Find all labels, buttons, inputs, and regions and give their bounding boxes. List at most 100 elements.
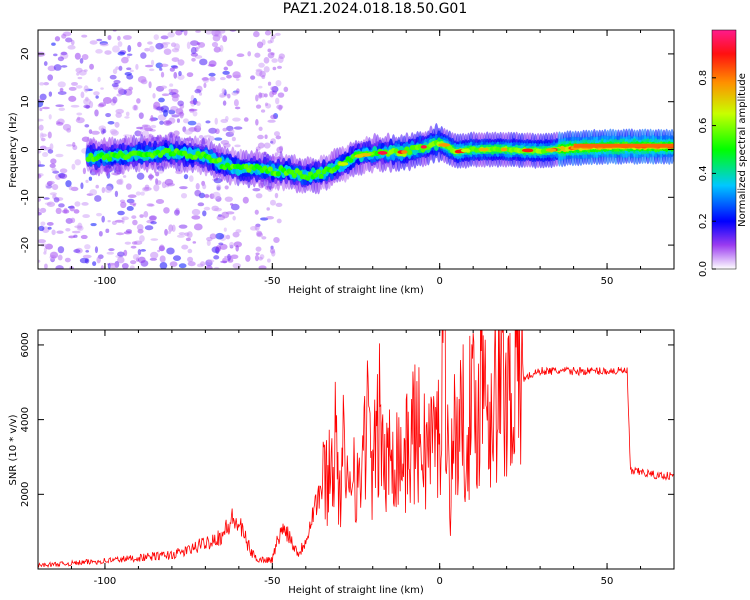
- spectrogram-noise-blob: [232, 117, 241, 122]
- spectrogram-noise-blob: [68, 95, 77, 102]
- spectrogram-noise-blob: [51, 167, 57, 172]
- spectrogram-noise-blob: [226, 59, 234, 67]
- spectrogram-noise-blob: [234, 144, 241, 148]
- spectrogram-noise-blob: [266, 207, 270, 211]
- snr-panel: -100 -50 0 50 2000 4000 6000 Height of straigh…: [8, 329, 675, 596]
- spectrogram-noise-blob: [57, 91, 67, 95]
- spectrogram-noise-blob: [272, 66, 277, 71]
- spectrogram-noise-blob: [156, 106, 164, 111]
- spectrogram-noise-blob: [156, 180, 162, 186]
- spectrogram-noise-blob: [258, 256, 263, 261]
- spectrogram-noise-blob: [222, 100, 227, 106]
- spectrogram-noise-blob: [82, 214, 90, 219]
- spectrogram-noise-blob: [129, 265, 135, 269]
- spectrogram-ridge-cell: [216, 157, 223, 163]
- spectrogram-noise-blob: [213, 46, 221, 53]
- spectrogram-noise-blob: [73, 249, 81, 254]
- spectrogram-noise-blob: [254, 223, 260, 231]
- spectrogram-noise-blob: [80, 182, 84, 190]
- spectrogram-noise-blob: [107, 219, 111, 223]
- spectrogram-noise-blob: [57, 246, 65, 254]
- spectrogram-noise-blob: [43, 197, 50, 200]
- spectrogram-noise-blob: [126, 206, 134, 211]
- spectrogram-noise-blob: [177, 59, 185, 66]
- spectrogram-noise-blob: [192, 110, 198, 117]
- spectrogram-noise-blob: [39, 107, 43, 112]
- spectrogram-noise-blob: [176, 118, 180, 123]
- snr-y-label: SNR (10 * v/v): [8, 414, 19, 485]
- spectrogram-noise-blob: [227, 253, 231, 262]
- spectrogram-noise-blob: [58, 107, 66, 111]
- spectrogram-noise-blob: [209, 76, 216, 82]
- spectrogram-noise-blob: [49, 192, 58, 196]
- snr-x-tick-label: -50: [264, 576, 280, 587]
- spectrogram-noise-blob: [102, 97, 112, 104]
- spectrogram-noise-blob: [75, 85, 83, 89]
- colorbar-label: Normalized spectral amplitude: [737, 73, 748, 227]
- spectrogram-noise-blob: [108, 248, 115, 252]
- spectrogram-noise-blob: [47, 226, 52, 230]
- spectrogram-y-label: Frequency (Hz): [8, 112, 19, 188]
- spectrogram-noise-blob: [47, 131, 52, 139]
- spectrogram-noise-blob: [137, 249, 142, 256]
- spectrogram-noise-blob: [258, 92, 263, 99]
- spectrogram-noise-blob: [170, 88, 179, 94]
- spectrogram-noise-blob: [263, 66, 270, 73]
- spectrogram-noise-blob: [270, 34, 276, 40]
- spectrogram-noise-blob: [235, 88, 240, 95]
- spectrogram-noise-blob: [38, 259, 41, 263]
- spectrogram-noise-blob: [233, 126, 243, 130]
- spectrogram-noise-blob: [118, 178, 124, 185]
- spectrogram-noise-blob: [269, 248, 276, 254]
- spectrogram-peak: [438, 143, 451, 147]
- spectrogram-noise-blob: [83, 69, 88, 72]
- spectrogram-noise-blob: [155, 62, 163, 69]
- spectrogram-noise-blob: [83, 85, 89, 93]
- spectrogram-noise-blob: [74, 159, 81, 166]
- spectrogram-noise-blob: [191, 57, 196, 62]
- spectrogram-noise-blob: [230, 203, 240, 211]
- spectrogram-peak: [545, 148, 557, 152]
- spectrogram-noise-blob: [270, 114, 277, 120]
- spectrogram-noise-blob: [222, 127, 228, 132]
- spectrogram-noise-blob: [65, 180, 72, 188]
- snr-x-tick-label: -100: [94, 576, 117, 587]
- colorbar-tick-label: 0.8: [698, 70, 709, 86]
- spectrogram-noise-blob: [77, 76, 83, 80]
- spectrogram-noise-blob: [93, 91, 100, 96]
- spectrogram-noise-blob: [139, 214, 144, 218]
- spectrogram-noise-blob: [69, 205, 75, 212]
- spectrogram-noise-blob: [56, 121, 64, 126]
- spectrogram-noise-blob: [181, 244, 189, 250]
- spectrogram-noise-blob: [68, 235, 76, 239]
- spectrogram-noise-blob: [166, 247, 175, 255]
- spectrogram-noise-blob: [97, 76, 101, 82]
- spectrogram-noise-blob: [91, 130, 100, 135]
- spectrogram-noise-blob: [122, 35, 132, 40]
- spectrogram-noise-blob: [126, 53, 133, 57]
- spectrogram-noise-blob: [74, 52, 81, 60]
- spectrogram-noise-blob: [96, 212, 103, 217]
- spectrogram-noise-blob: [72, 142, 76, 148]
- spectrogram-noise-blob: [274, 192, 279, 199]
- spectrogram-noise-blob: [39, 132, 44, 140]
- spectrogram-noise-blob: [95, 95, 99, 99]
- spectrogram-noise-blob: [59, 168, 68, 174]
- spectrogram-noise-blob: [245, 254, 251, 262]
- spectrogram-noise-blob: [169, 83, 174, 87]
- spectrogram-noise-blob: [202, 183, 207, 190]
- spectrogram-noise-blob: [224, 185, 229, 190]
- spectrogram-noise-blob: [267, 40, 272, 44]
- spectrogram-noise-blob: [95, 49, 103, 54]
- spectrogram-noise-blob: [255, 68, 263, 72]
- spectrogram-noise-blob: [172, 255, 182, 262]
- spectrogram-noise-blob: [232, 215, 236, 221]
- snr-line: [38, 330, 674, 569]
- spectrogram-noise-blob: [265, 215, 275, 220]
- spectrogram-noise-blob: [235, 229, 242, 233]
- spectrogram-y-tick-label: 0: [20, 146, 31, 152]
- spectrogram-noise-blob: [190, 46, 197, 55]
- spectrogram-noise-blob: [144, 64, 154, 68]
- spectrogram-noise-blob: [114, 121, 120, 128]
- spectrogram-noise-blob: [226, 74, 232, 79]
